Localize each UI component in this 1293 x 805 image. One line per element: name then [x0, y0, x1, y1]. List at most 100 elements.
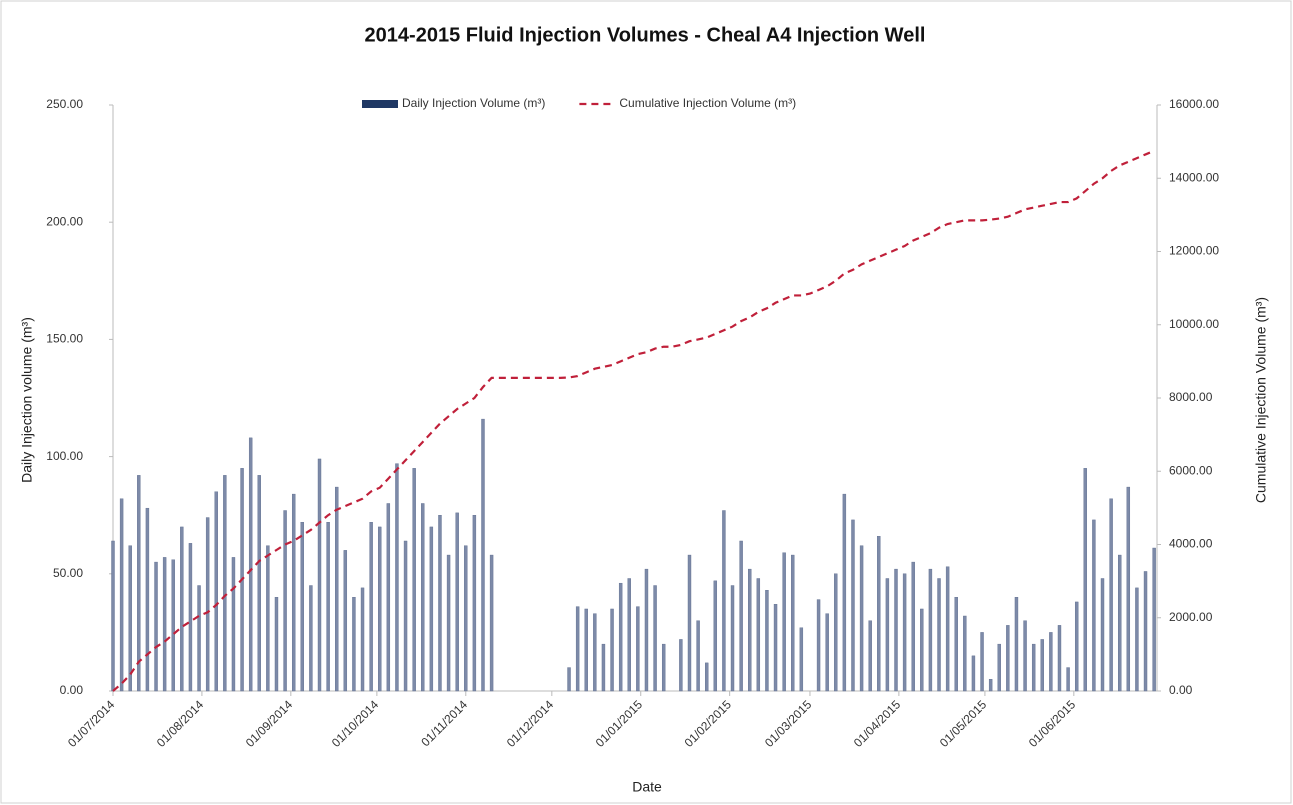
bar: [920, 608, 924, 692]
bar: [283, 510, 287, 692]
bar: [799, 627, 804, 692]
bar: [894, 568, 898, 692]
y2-tick-label: 16000.00: [1169, 97, 1219, 111]
bar: [851, 519, 855, 692]
bar: [128, 545, 132, 692]
bar: [352, 597, 356, 692]
bar: [1126, 486, 1131, 692]
bar: [584, 608, 588, 692]
bar: [945, 566, 950, 692]
bar: [472, 515, 477, 692]
bar: [782, 552, 786, 692]
bar: [644, 568, 649, 692]
bar: [713, 580, 718, 692]
y2-tick-label: 12000.00: [1169, 244, 1219, 258]
bar: [1023, 620, 1027, 692]
bar: [1152, 547, 1156, 692]
bar: [567, 667, 571, 692]
bar: [1092, 519, 1096, 692]
bar: [593, 613, 597, 692]
bar: [954, 597, 958, 692]
bar: [1066, 667, 1070, 692]
bar: [1074, 601, 1079, 692]
y-tick-label: 250.00: [46, 97, 83, 111]
y-tick-label: 200.00: [46, 214, 83, 228]
bar: [842, 493, 847, 692]
bar: [859, 545, 864, 692]
bar: [610, 608, 614, 692]
bar: [816, 599, 821, 692]
bar: [661, 643, 666, 692]
bar: [1135, 587, 1139, 692]
bar: [481, 418, 485, 692]
bar: [1057, 625, 1062, 692]
bar: [696, 620, 700, 692]
bar: [180, 526, 184, 692]
bar: [111, 540, 115, 692]
legend-label: Daily Injection Volume (m³): [402, 96, 545, 110]
bar: [834, 573, 838, 692]
bar: [343, 550, 348, 692]
cumulative-line: [112, 149, 1155, 692]
bar: [877, 536, 881, 692]
bar: [902, 573, 907, 692]
y-tick-label: 100.00: [46, 449, 83, 463]
bar: [937, 578, 941, 692]
bar: [145, 507, 150, 692]
bar: [421, 503, 425, 692]
bar: [997, 643, 1001, 692]
bar: [464, 545, 468, 692]
bar: [274, 597, 279, 692]
bar: [1014, 597, 1019, 692]
bar: [773, 604, 778, 692]
bar: [257, 475, 261, 692]
bar: [705, 662, 709, 692]
bar: [360, 587, 365, 692]
bar: [1100, 578, 1105, 692]
y2-tick-label: 8000.00: [1169, 390, 1213, 404]
bar: [722, 510, 726, 692]
y2-tick-label: 14000.00: [1169, 170, 1219, 184]
bar: [739, 540, 743, 692]
bar: [1049, 632, 1053, 692]
bar: [627, 578, 631, 692]
bar: [601, 643, 606, 692]
bar: [300, 522, 304, 692]
bar: [1118, 554, 1122, 692]
bar: [687, 554, 692, 692]
bar: [378, 526, 382, 692]
bar: [730, 585, 735, 692]
bar: [1031, 643, 1036, 692]
bar: [446, 554, 451, 692]
bar: [765, 590, 769, 692]
bar: [291, 493, 296, 692]
bar: [911, 561, 915, 692]
bar: [963, 615, 967, 692]
bar: [403, 540, 408, 692]
bar: [1006, 625, 1010, 692]
y2-tick-label: 2000.00: [1169, 610, 1213, 624]
bar: [1083, 468, 1087, 692]
bar: [868, 620, 872, 692]
chart-title: 2014-2015 Fluid Injection Volumes - Chea…: [365, 24, 926, 46]
bar: [756, 578, 761, 692]
bar: [171, 559, 175, 692]
bar: [679, 639, 683, 692]
y2-tick-label: 4000.00: [1169, 537, 1213, 551]
bar: [618, 582, 623, 692]
bar: [971, 655, 976, 692]
bar: [988, 679, 993, 692]
bar: [885, 578, 890, 692]
bar: [266, 545, 270, 692]
bar: [412, 468, 416, 692]
bar: [205, 517, 210, 692]
bar: [188, 543, 193, 692]
bar: [162, 557, 167, 692]
bar: [395, 463, 399, 692]
bar: [223, 475, 227, 692]
y-tick-label: 50.00: [53, 566, 83, 580]
bar: [1143, 571, 1148, 692]
bar: [791, 554, 795, 692]
bar: [748, 568, 752, 692]
